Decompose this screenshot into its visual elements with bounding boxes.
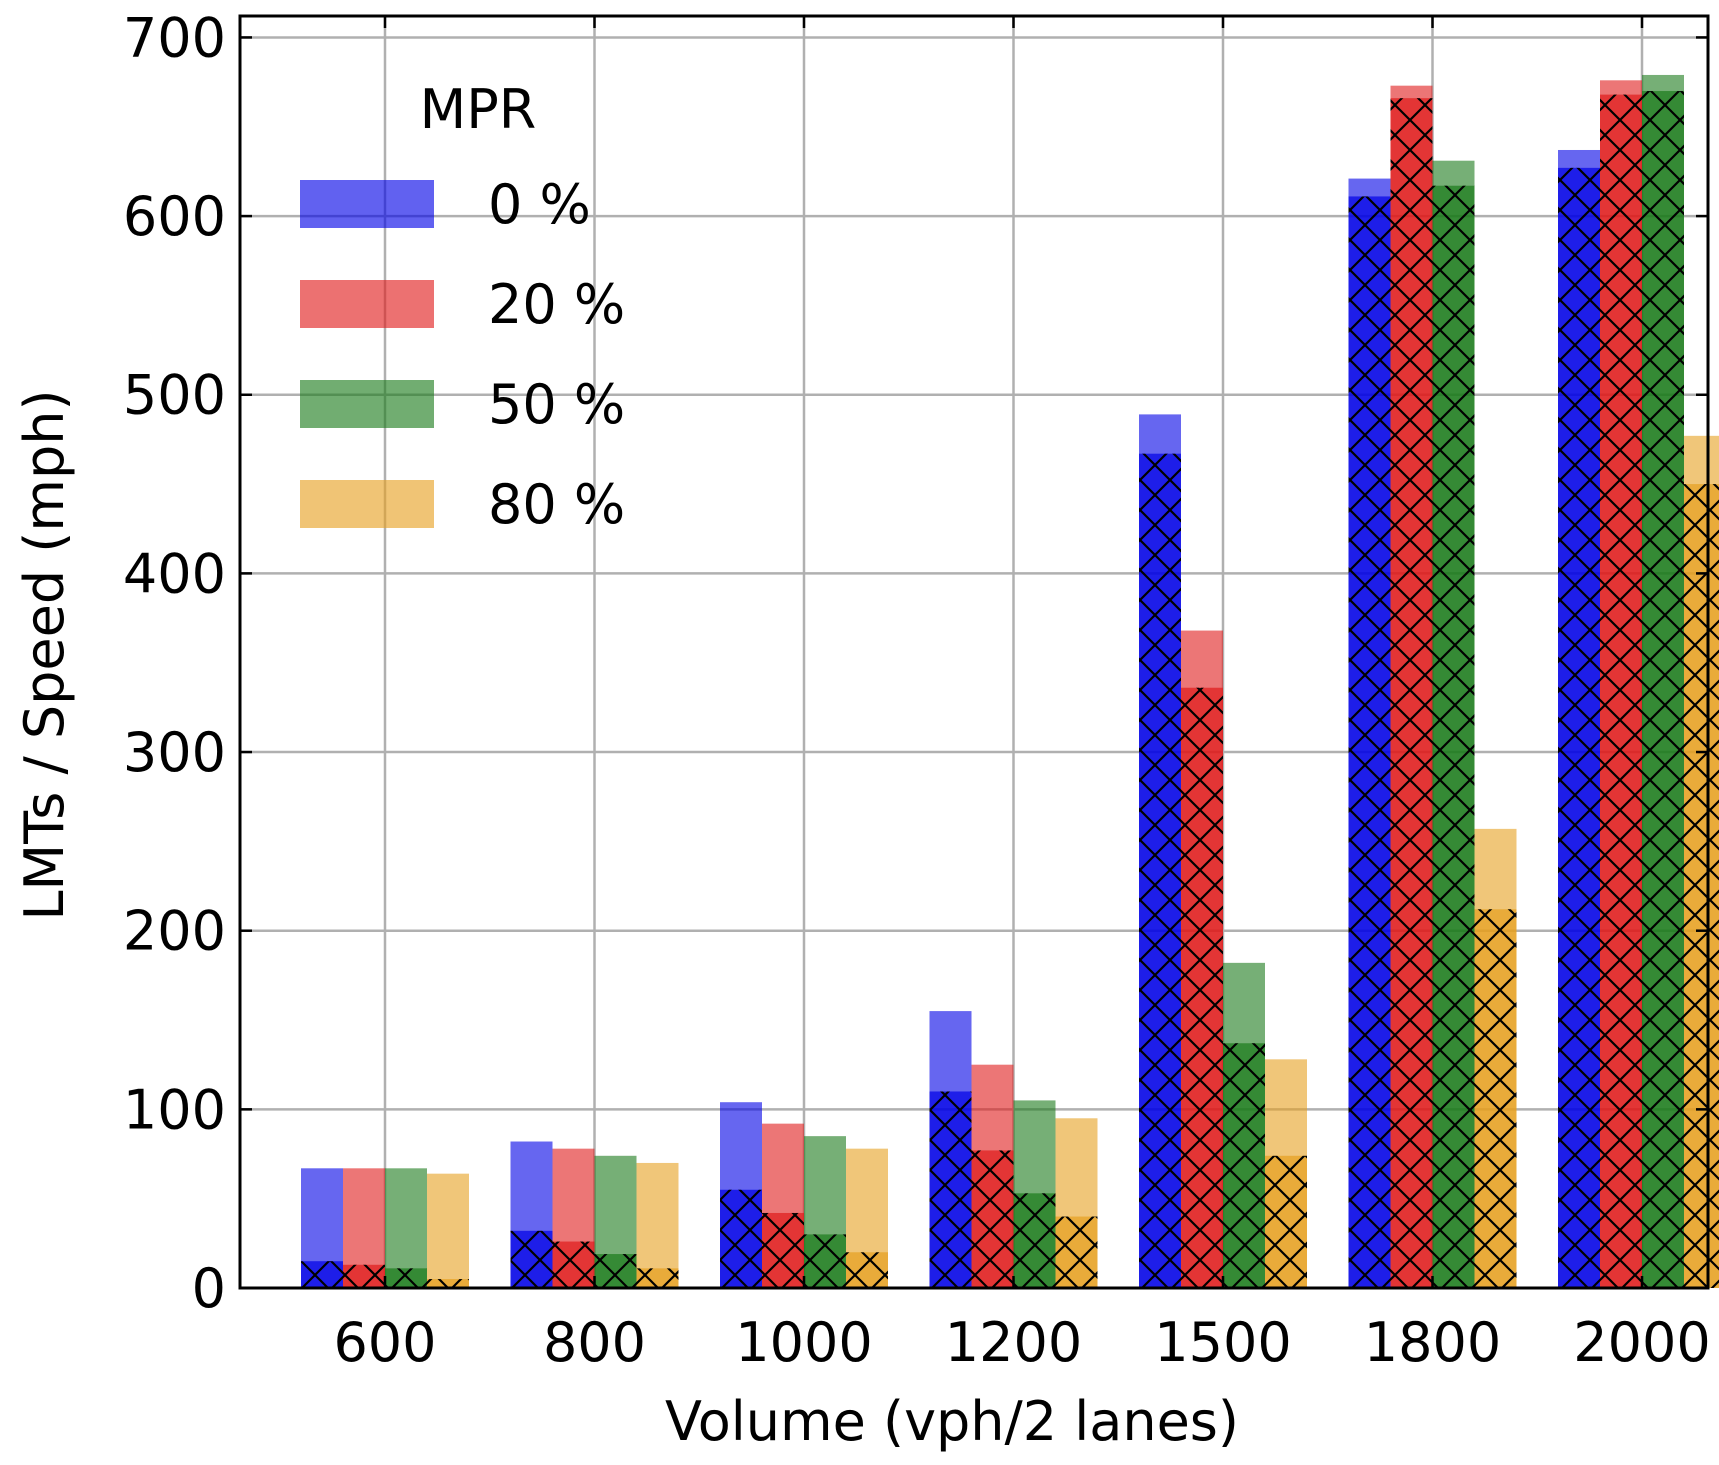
- y-tick-label: 200: [123, 900, 226, 963]
- bars: [301, 74, 1719, 1289]
- bar-lmts-hatch: [385, 1268, 427, 1288]
- y-tick-label: 0: [192, 1257, 226, 1320]
- axis-ticks: 0 100 200 300 400 500 600 700 600 800 1000 1200 1500…: [123, 6, 1711, 1374]
- x-axis-label: Volume (vph/2 lanes): [665, 1390, 1239, 1453]
- legend-swatch: [300, 380, 434, 428]
- bar-lmts-hatch: [1642, 91, 1684, 1289]
- y-tick-label: 100: [123, 1078, 226, 1141]
- y-tick-label: 400: [123, 542, 226, 605]
- bar-lmts-hatch: [1474, 909, 1517, 1288]
- y-axis-label: LMTs / Speed (mph): [13, 389, 76, 920]
- bar-lmts-hatch: [1390, 98, 1433, 1288]
- bar-lmts-hatch: [301, 1261, 343, 1288]
- x-tick-label: 600: [333, 1311, 436, 1374]
- legend-swatch: [300, 480, 434, 528]
- legend: MPR 0 % 20 % 50 % 80 %: [300, 78, 625, 536]
- x-tick-label: 1200: [945, 1311, 1082, 1374]
- bar-lmts-hatch: [971, 1150, 1014, 1288]
- plot-frame: [238, 14, 1710, 1290]
- legend-entry: 0 %: [488, 173, 591, 236]
- bar-lmts-hatch: [427, 1279, 469, 1288]
- bar-lmts-hatch: [1432, 185, 1475, 1288]
- bar-lmts-hatch: [343, 1264, 385, 1288]
- bar-lmts-hatch: [762, 1212, 804, 1288]
- bar-lmts-hatch: [720, 1189, 762, 1288]
- bar-lmts-hatch: [1265, 1155, 1307, 1288]
- bar-lmts-hatch: [929, 1091, 972, 1288]
- bar-lmts-hatch: [636, 1268, 679, 1288]
- x-tick-label: 1500: [1154, 1311, 1291, 1374]
- legend-swatch: [300, 180, 434, 228]
- x-tick-label: 1800: [1364, 1311, 1501, 1374]
- bar-lmts-hatch: [552, 1241, 595, 1288]
- legend-entry: 80 %: [488, 473, 625, 536]
- y-tick-label: 600: [123, 185, 226, 248]
- bar-lmts-hatch: [1558, 167, 1600, 1289]
- bar-lmts-hatch: [594, 1254, 637, 1288]
- y-tick-label: 700: [123, 6, 226, 69]
- bar-lmts-hatch: [1223, 1043, 1265, 1288]
- bar-lmts-hatch: [1139, 453, 1181, 1288]
- bar-lmts-hatch: [846, 1252, 888, 1288]
- x-tick-label: 1000: [735, 1311, 872, 1374]
- legend-swatch: [300, 280, 434, 328]
- bar-lmts-hatch: [510, 1230, 553, 1288]
- bar-speed: [636, 1162, 679, 1288]
- legend-entry: 50 %: [488, 373, 625, 436]
- bar-lmts-hatch: [1600, 94, 1642, 1289]
- legend-title: MPR: [420, 78, 537, 141]
- legend-entry: 20 %: [488, 273, 625, 336]
- bar-speed: [385, 1168, 427, 1288]
- bar-lmts-hatch: [804, 1234, 846, 1288]
- x-tick-label: 2000: [1573, 1311, 1710, 1374]
- y-tick-label: 500: [123, 364, 226, 427]
- bar-lmts-hatch: [1055, 1216, 1098, 1288]
- bar-lmts-hatch: [1013, 1193, 1056, 1288]
- x-tick-label: 800: [543, 1311, 646, 1374]
- bar-speed: [427, 1173, 469, 1288]
- bar-lmts-hatch: [1684, 484, 1719, 1289]
- bar-lmts-hatch: [1181, 687, 1223, 1288]
- axes-frame: [238, 14, 1710, 1290]
- y-tick-label: 300: [123, 721, 226, 784]
- bar-lmts-hatch: [1348, 196, 1391, 1288]
